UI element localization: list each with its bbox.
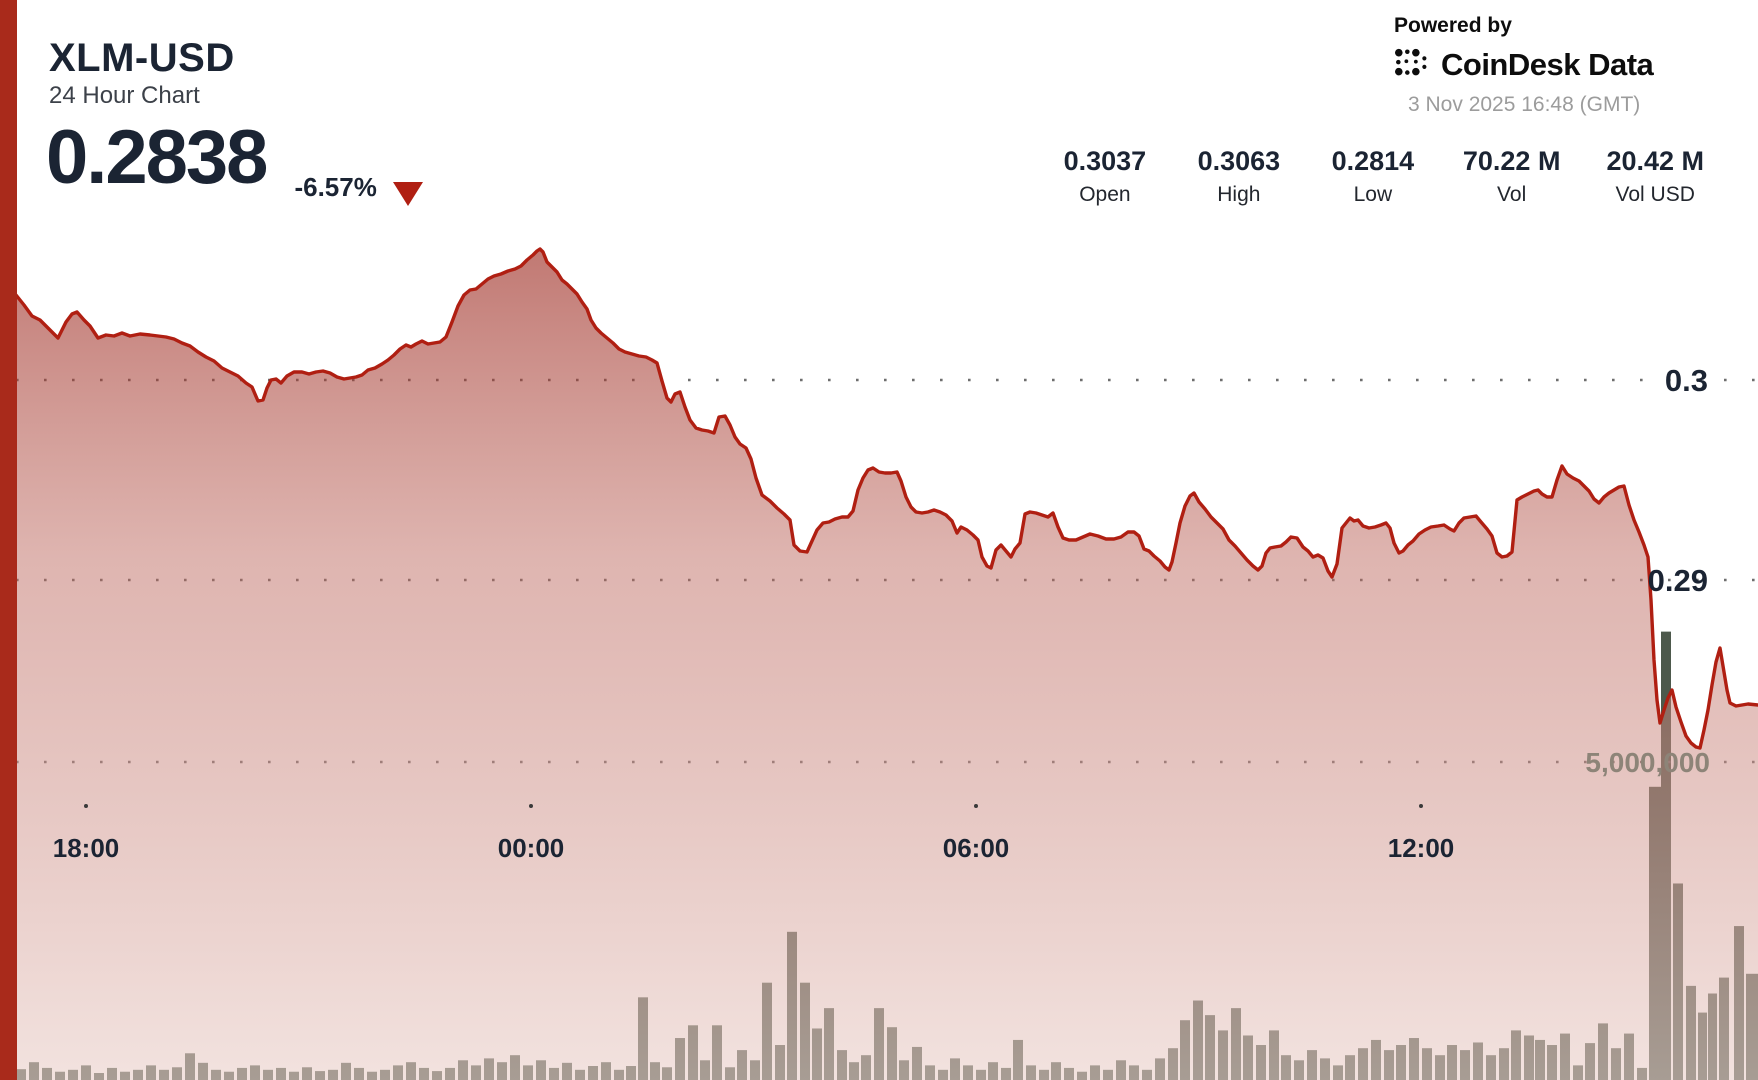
coindesk-logo-text: CoinDesk Data [1441,47,1654,82]
stat-low-label: Low [1353,183,1393,207]
stat-high-value: 0.3063 [1197,146,1281,176]
time-axis-label: 12:00 [1388,833,1455,863]
coindesk-logo: CoinDesk Data [1394,47,1712,83]
x-axis-tick-dot [84,804,88,808]
price-line [14,247,1758,750]
chart-timestamp: 3 Nov 2025 16:48 (GMT) [1408,93,1641,116]
price-change-percent: -6.57% [294,171,377,202]
y-axis-labels: 0.3 0.29 5,000,000 [1585,363,1710,778]
symbol-title: XLM-USD [49,36,235,80]
stat-open-value: 0.3037 [1063,146,1147,176]
price-area [16,249,1758,1080]
chart-subtitle: 24 Hour Chart [49,82,200,109]
x-axis-labels: 18:00 00:00 06:00 12:00 [53,804,1455,863]
price-axis-label: 0.3 [1665,363,1708,398]
stat-high-label: High [1217,183,1261,207]
left-accent-bar [0,0,17,1080]
stat-volume-usd-value: 20.42 M [1606,146,1704,176]
stat-low-value: 0.2814 [1331,146,1415,176]
stat-open-label: Open [1079,183,1131,207]
powered-by-text: Powered by [1394,14,1512,37]
last-price: 0.2838 [46,115,268,200]
branding-block: Powered by CoinDesk Data 3 Nov 2025 16:4… [1394,14,1712,117]
stat-open: 0.3037 Open [1061,146,1149,207]
stat-volume-usd-label: Vol USD [1615,183,1695,207]
stat-high: 0.3063 High [1195,146,1283,207]
price-change-block: -6.57% [294,168,423,206]
stat-low: 0.2814 Low [1329,146,1417,207]
time-axis-label: 18:00 [53,833,120,863]
stat-volume: 70.22 M Vol [1463,146,1561,207]
title-block: XLM-USD 24 Hour Chart [49,36,235,110]
x-axis-tick-dot [529,804,533,808]
stat-volume-label: Vol [1497,183,1527,207]
coindesk-logo-icon [1395,48,1427,76]
stat-volume-usd: 20.42 M Vol USD [1606,146,1704,207]
x-axis-tick-dot [1419,804,1423,808]
volume-axis-label: 5,000,000 [1585,747,1710,778]
x-axis-tick-dot [974,804,978,808]
time-axis-label: 00:00 [498,833,565,863]
price-axis-label: 0.29 [1648,563,1708,598]
ohlc-stats-row: 0.3037 Open 0.3063 High 0.2814 Low 70.22… [1061,146,1704,207]
time-axis-label: 06:00 [943,833,1010,863]
stat-volume-value: 70.22 M [1462,146,1561,176]
price-block: 0.2838 -6.57% [46,116,423,206]
price-down-triangle-icon [392,182,423,206]
